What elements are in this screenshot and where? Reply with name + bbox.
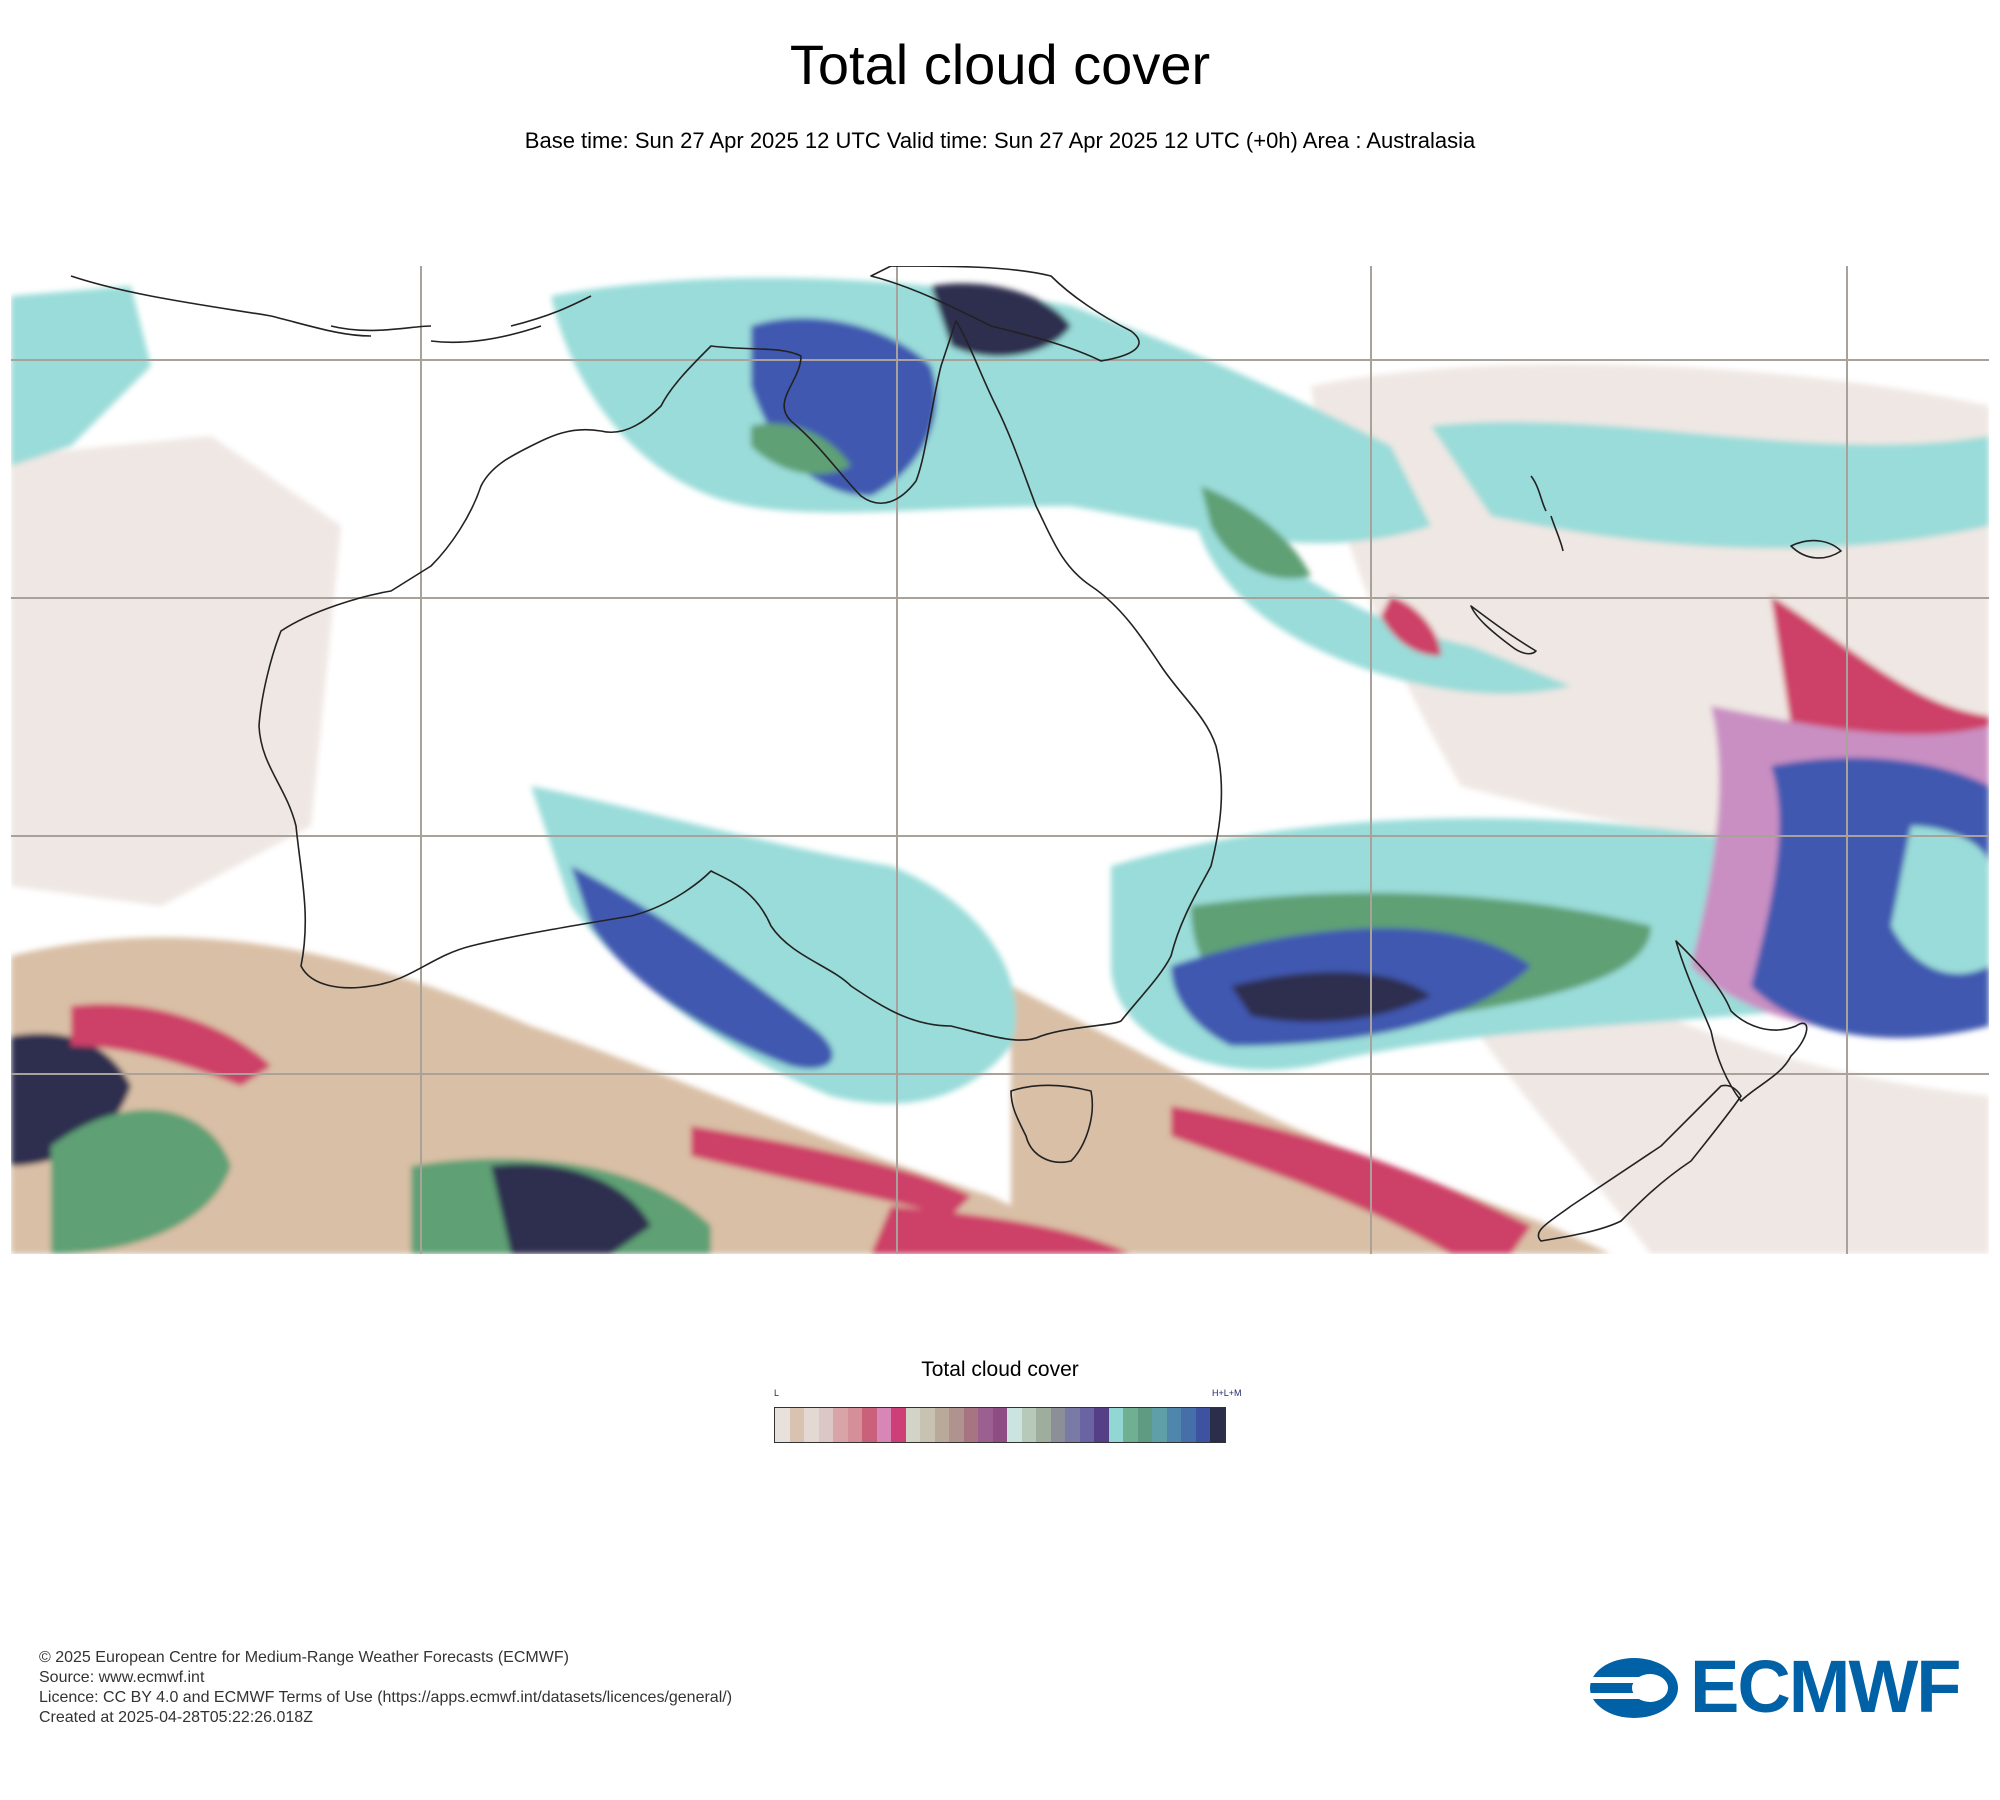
coastline-fiji	[1790, 539, 1842, 559]
legend-swatch	[992, 1408, 1008, 1442]
legend-swatch	[1137, 1408, 1153, 1442]
coastline-new-guinea	[870, 266, 1140, 362]
cloud-red-sw	[71, 1004, 271, 1086]
cloud-cyan-sa	[531, 786, 1016, 1104]
legend-swatch	[862, 1408, 877, 1442]
coastlines	[70, 266, 1842, 1242]
map-title: Total cloud cover	[789, 33, 1211, 96]
footer: © 2025 European Centre for Medium-Range …	[39, 1648, 732, 1728]
legend-swatch	[1108, 1408, 1124, 1442]
cloud-cyan-west	[11, 286, 151, 466]
legend-swatch	[1152, 1408, 1167, 1442]
cloud-red-south2	[871, 1206, 1131, 1254]
coastline-nz-north	[1675, 940, 1808, 1102]
cloud-red-tasman	[1171, 1106, 1531, 1254]
legend-title: Total cloud cover	[921, 1358, 1079, 1381]
ecmwf-logo-icon	[1588, 1658, 1678, 1718]
coastline-tasmania	[1010, 1084, 1094, 1163]
legend-swatch	[1079, 1408, 1095, 1442]
graticule	[11, 266, 1989, 1254]
cloud-green-qld	[1201, 486, 1311, 579]
legend-swatch	[934, 1408, 950, 1442]
map-canvas	[11, 266, 1989, 1254]
footer-copyright: © 2025 European Centre for Medium-Range …	[39, 1649, 569, 1666]
legend-high-label: H+L+M	[1212, 1388, 1242, 1398]
legend-swatch	[1094, 1408, 1109, 1442]
legend-swatch	[775, 1408, 790, 1442]
legend-swatch	[905, 1408, 921, 1442]
legend-swatch	[789, 1408, 805, 1442]
legend-swatch	[920, 1408, 935, 1442]
legend-swatch	[833, 1408, 848, 1442]
legend-swatch	[818, 1408, 834, 1442]
cloud-green-gulf	[751, 423, 851, 475]
legend-swatch	[847, 1408, 863, 1442]
legend-colorbar	[774, 1407, 1226, 1443]
cloud-tan-tasman	[1011, 986, 1611, 1254]
cloud-haze-west	[11, 436, 341, 906]
cloud-cover-map[interactable]	[11, 266, 1989, 1254]
legend-swatch	[804, 1408, 819, 1442]
legend-swatch	[949, 1408, 964, 1442]
legend-swatch	[1007, 1408, 1022, 1442]
cloud-red-south	[691, 1126, 971, 1216]
legend-low-label: L	[774, 1388, 780, 1398]
coastline-australia	[258, 320, 1223, 1041]
legend-swatch	[1195, 1408, 1211, 1442]
legend-swatch	[1123, 1408, 1138, 1442]
coastline-indonesia	[70, 275, 592, 344]
cloud-field	[11, 277, 1989, 1254]
footer-created: Created at 2025-04-28T05:22:26.018Z	[39, 1709, 313, 1726]
cloud-green-sw	[51, 1109, 231, 1254]
coastline-nz-south	[1537, 1084, 1742, 1242]
legend-swatch	[1050, 1408, 1066, 1442]
cloud-cyan-coral	[1191, 486, 1571, 694]
footer-licence: Licence: CC BY 4.0 and ECMWF Terms of Us…	[39, 1689, 733, 1706]
cloud-navy-sw	[11, 1033, 131, 1166]
legend-swatch	[1210, 1408, 1225, 1442]
legend-swatch	[1036, 1408, 1051, 1442]
legend-swatch	[876, 1408, 892, 1442]
cloud-cyan-front	[1891, 826, 1989, 974]
map-subtitle: Base time: Sun 27 Apr 2025 12 UTC Valid …	[524, 128, 1476, 153]
legend-swatch	[1021, 1408, 1037, 1442]
footer-source: Source: www.ecmwf.int	[39, 1669, 205, 1686]
legend-swatch	[963, 1408, 979, 1442]
ecmwf-logo-text: ECMWF	[1690, 1645, 1961, 1728]
cloud-navy-tasman	[1231, 972, 1431, 1022]
legend-swatch	[1181, 1408, 1196, 1442]
legend-swatch	[1166, 1408, 1182, 1442]
cloud-red-qld	[1381, 596, 1441, 656]
legend-swatch	[1065, 1408, 1080, 1442]
coastline-new-caledonia	[1470, 605, 1537, 655]
cloud-navy-south	[491, 1164, 651, 1254]
legend-swatch	[978, 1408, 993, 1442]
coastline-vanuatu	[1530, 475, 1564, 552]
legend-swatch	[891, 1408, 906, 1442]
cloud-cyan-pacific	[1431, 421, 1989, 549]
cloud-blue-sa	[571, 866, 833, 1069]
